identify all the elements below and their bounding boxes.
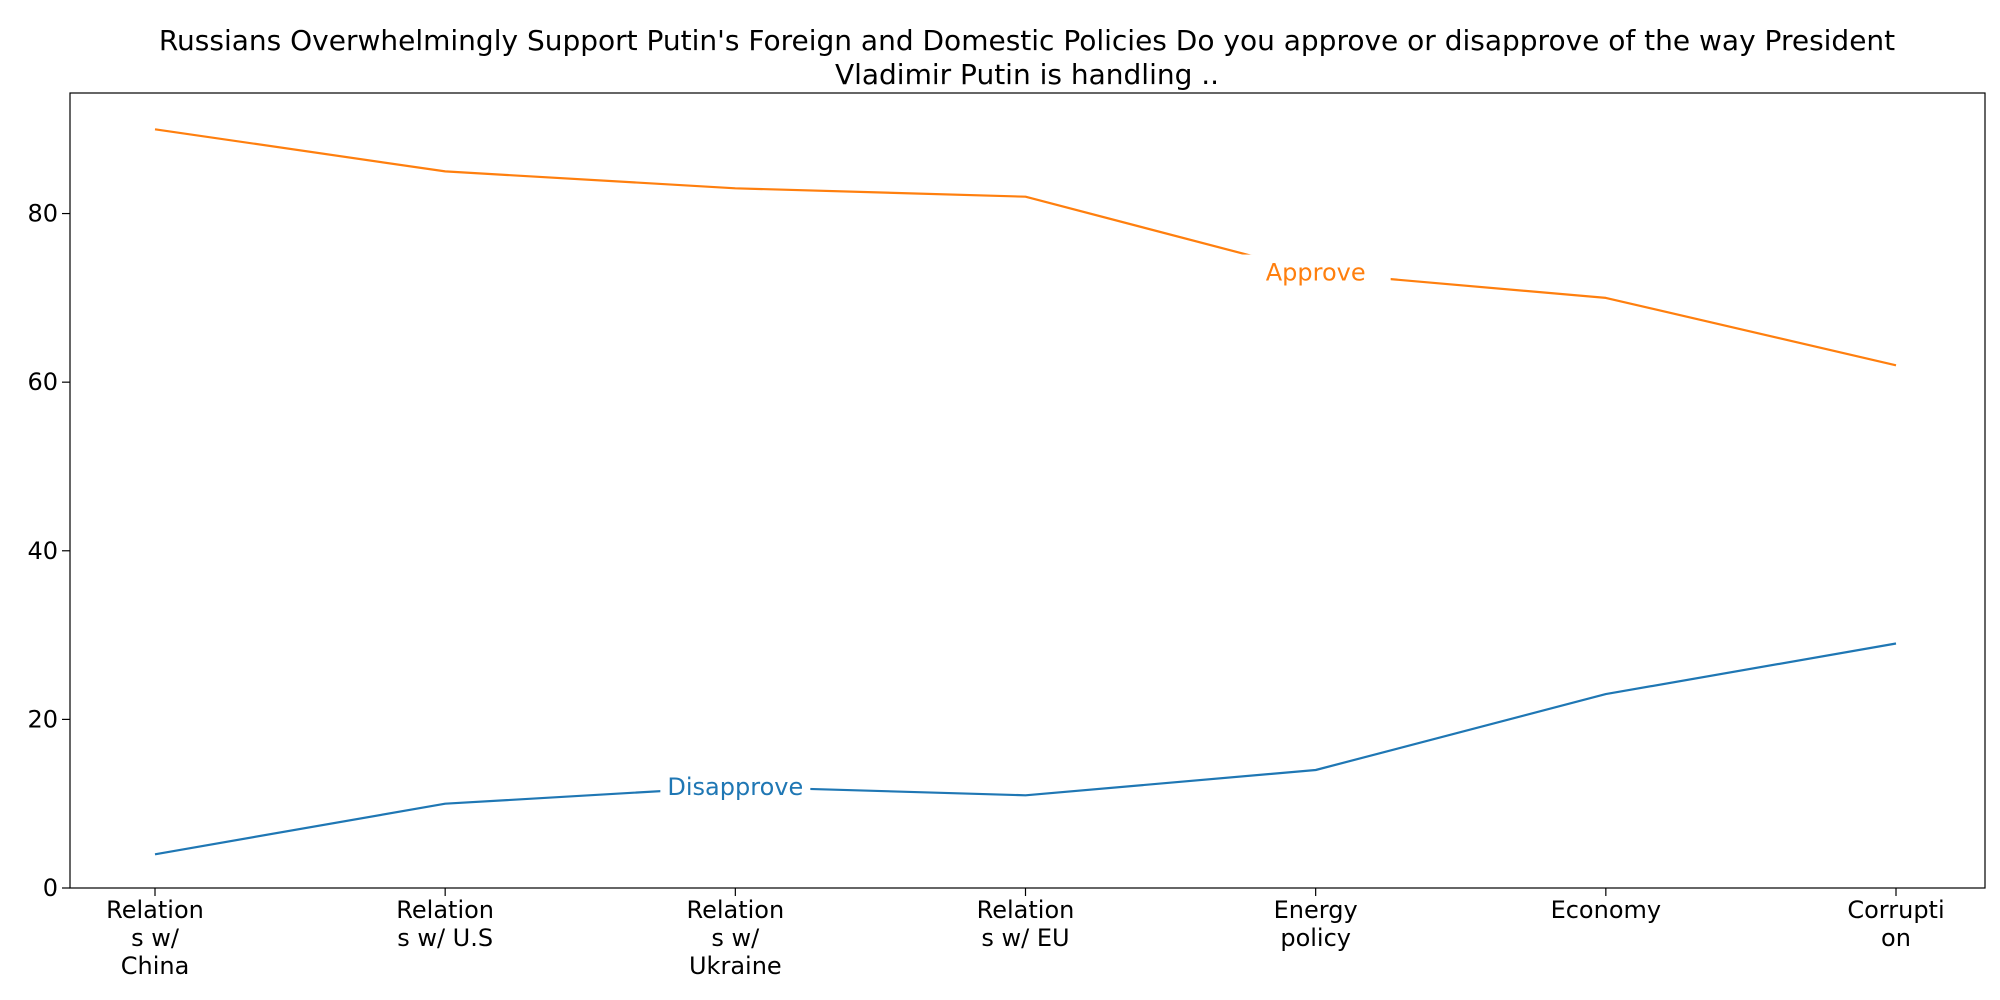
x-tick-label: Relation: [686, 896, 784, 924]
x-tick-label: on: [1881, 924, 1911, 952]
x-tick-label: Economy: [1551, 896, 1662, 924]
x-tick-label: Ukraine: [689, 952, 782, 980]
y-tick-label: 80: [27, 200, 58, 228]
x-tick-label: s w/ EU: [981, 924, 1069, 952]
y-tick-label: 40: [27, 537, 58, 565]
series-line-disapprove: [154, 642, 1897, 856]
series-lines: [154, 128, 1897, 856]
x-tick-label: Relation: [106, 896, 204, 924]
chart-title-line: Vladimir Putin is handling ..: [835, 58, 1219, 91]
x-tick-label: Corrupti: [1847, 896, 1944, 924]
series-inline-labels: Disapprove Approve: [660, 254, 1391, 803]
chart-title: Russians Overwhelmingly Support Putin's …: [159, 24, 1895, 91]
y-axis-ticks: 0 20 40 60 80: [27, 200, 70, 902]
x-tick-label: s w/ U.S: [397, 924, 493, 952]
x-tick-label: s w/: [711, 924, 760, 952]
series-line-approve: [154, 128, 1897, 367]
x-tick-label: policy: [1280, 924, 1351, 952]
series-label-approve: Approve: [1266, 259, 1366, 287]
plot-area-frame: [69, 92, 1986, 889]
x-tick-label: Energy: [1274, 896, 1358, 924]
y-tick-label: 20: [27, 705, 58, 733]
series-label-disapprove: Disapprove: [667, 773, 803, 801]
series-label-background: [660, 768, 811, 803]
series-label-background: [1240, 254, 1391, 289]
y-tick-label: 0: [43, 874, 58, 902]
y-tick-label: 60: [27, 368, 58, 396]
x-tick-label: Relation: [396, 896, 494, 924]
chart-title-line: Russians Overwhelmingly Support Putin's …: [159, 24, 1895, 57]
x-tick-label: Relation: [977, 896, 1075, 924]
x-tick-label: China: [121, 952, 190, 980]
x-tick-label: s w/: [131, 924, 180, 952]
